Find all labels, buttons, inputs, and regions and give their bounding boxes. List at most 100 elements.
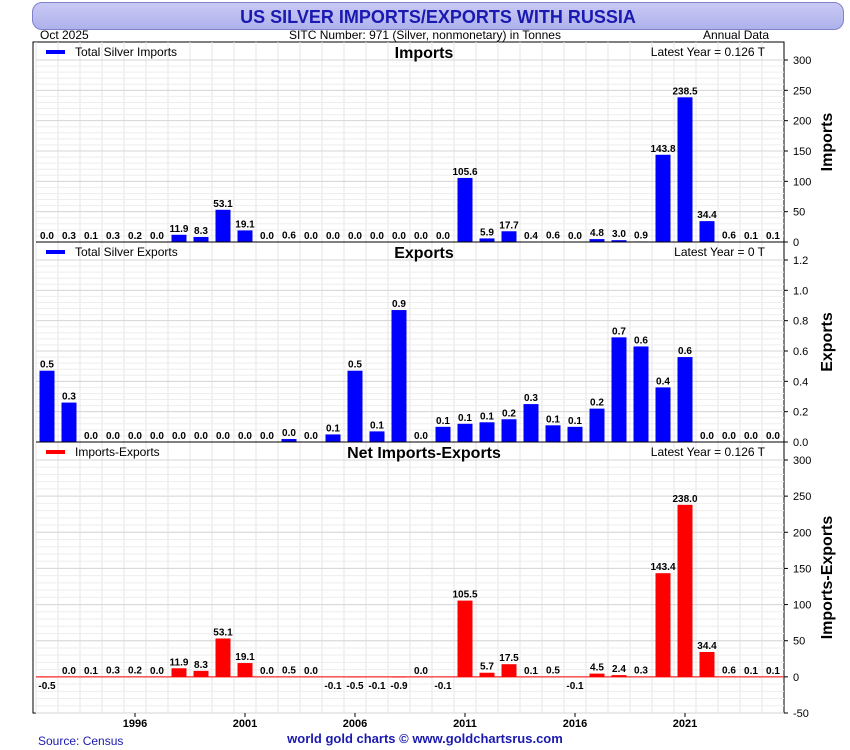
data-label-1994: 0.1 xyxy=(84,231,98,242)
header-annual-data: Annual Data xyxy=(703,28,770,42)
data-label-2025: 0.0 xyxy=(766,431,780,442)
y-tick-label: 100 xyxy=(793,600,811,612)
data-label-2003: 0.5 xyxy=(282,665,296,676)
bar-2000 xyxy=(215,209,231,242)
y-tick-label: 0.0 xyxy=(793,437,808,449)
data-label-2013: 17.5 xyxy=(499,653,519,664)
x-tick-label: 2011 xyxy=(453,718,477,730)
y-tick-label: 200 xyxy=(793,527,811,539)
data-label-2006: 0.5 xyxy=(348,360,362,371)
y-tick-label: 50 xyxy=(793,636,805,648)
bar-2017 xyxy=(589,673,605,677)
y-axis-label: Exports xyxy=(819,312,836,372)
y-tick-label: 200 xyxy=(793,116,811,128)
data-label-2004: 0.0 xyxy=(304,431,318,442)
data-label-2010: -0.1 xyxy=(434,681,452,692)
data-label-2000: 53.1 xyxy=(213,627,233,638)
legend-swatch xyxy=(46,450,65,454)
legend-label: Total Silver Exports xyxy=(75,245,178,259)
data-label-2021: 238.5 xyxy=(672,86,697,97)
bar-2011 xyxy=(457,423,473,442)
data-label-2022: 0.0 xyxy=(700,431,714,442)
bar-2006 xyxy=(347,370,363,442)
bar-2018 xyxy=(611,337,627,442)
bar-2022 xyxy=(699,221,715,242)
bar-2021 xyxy=(677,504,693,677)
header-date: Oct 2025 xyxy=(40,28,89,42)
data-label-2018: 3.0 xyxy=(612,229,626,240)
data-label-2015: 0.1 xyxy=(546,414,560,425)
y-tick-label: 0.4 xyxy=(793,376,808,388)
y-tick-label: 0.2 xyxy=(793,407,808,419)
y-tick-label: 100 xyxy=(793,176,811,188)
bar-2014 xyxy=(523,404,539,442)
data-label-1992: 0.5 xyxy=(40,360,54,371)
data-label-2010: 0.1 xyxy=(436,416,450,427)
data-label-1995: 0.3 xyxy=(106,666,120,677)
data-label-2010: 0.0 xyxy=(436,231,450,242)
data-label-2012: 5.7 xyxy=(480,662,494,673)
latest-year: Latest Year = 0.126 T xyxy=(651,445,766,459)
y-tick-label: 1.0 xyxy=(793,285,808,297)
y-tick-label: 150 xyxy=(793,563,811,575)
data-label-2006: -0.5 xyxy=(346,681,364,692)
bar-2013 xyxy=(501,664,517,677)
bar-2011 xyxy=(457,177,473,242)
data-label-2023: 0.6 xyxy=(722,231,736,242)
data-label-1999: 8.3 xyxy=(194,226,208,237)
bar-2012 xyxy=(479,672,495,677)
data-label-2020: 143.4 xyxy=(650,562,675,573)
data-label-1992: -0.5 xyxy=(38,681,56,692)
data-label-1999: 0.0 xyxy=(194,431,208,442)
data-label-2000: 0.0 xyxy=(216,431,230,442)
data-label-2014: 0.4 xyxy=(524,231,538,242)
data-label-2007: 0.1 xyxy=(370,420,384,431)
data-label-2016: 0.1 xyxy=(568,416,582,427)
data-label-2018: 0.7 xyxy=(612,326,626,337)
data-label-2007: 0.0 xyxy=(370,231,384,242)
data-label-2015: 0.6 xyxy=(546,231,560,242)
data-label-1996: 0.0 xyxy=(128,431,142,442)
header-sitc: SITC Number: 971 (Silver, nonmonetary) i… xyxy=(289,28,561,42)
data-label-2021: 0.6 xyxy=(678,346,692,357)
data-label-2005: 0.0 xyxy=(326,231,340,242)
data-label-2001: 19.1 xyxy=(235,652,255,663)
data-label-1997: 0.0 xyxy=(150,666,164,677)
bar-2001 xyxy=(237,230,253,242)
bar-2022 xyxy=(699,651,715,677)
data-label-2011: 105.5 xyxy=(452,590,477,601)
data-label-2025: 0.1 xyxy=(766,666,780,677)
bar-2001 xyxy=(237,663,253,677)
y-tick-label: 0 xyxy=(793,672,799,684)
data-label-2008: 0.9 xyxy=(392,299,406,310)
bar-2012 xyxy=(479,422,495,442)
data-label-2011: 105.6 xyxy=(452,167,477,178)
x-tick-label: 2016 xyxy=(563,718,587,730)
data-label-2016: 0.0 xyxy=(568,231,582,242)
y-tick-label: 0.6 xyxy=(793,346,808,358)
data-label-2022: 34.4 xyxy=(697,641,717,652)
data-label-2008: -0.9 xyxy=(390,681,408,692)
bar-2016 xyxy=(567,426,583,442)
data-label-1998: 11.9 xyxy=(170,224,189,235)
bar-2020 xyxy=(655,154,671,242)
data-label-2012: 5.9 xyxy=(480,227,494,238)
data-label-2024: 0.1 xyxy=(744,231,758,242)
title-bar: US SILVER IMPORTS/EXPORTS WITH RUSSIA xyxy=(32,2,844,30)
data-label-2012: 0.1 xyxy=(480,411,494,422)
bar-1999 xyxy=(193,236,209,242)
data-label-2015: 0.5 xyxy=(546,665,560,676)
bar-2011 xyxy=(457,600,473,677)
y-tick-label: 50 xyxy=(793,207,805,219)
data-label-1998: 0.0 xyxy=(172,431,186,442)
data-label-2020: 0.4 xyxy=(656,376,670,387)
bar-2021 xyxy=(677,357,693,442)
data-label-2000: 53.1 xyxy=(213,199,233,210)
data-label-2023: 0.6 xyxy=(722,665,736,676)
legend-label: Total Silver Imports xyxy=(75,45,177,59)
latest-year: Latest Year = 0.126 T xyxy=(651,45,766,59)
data-label-2001: 0.0 xyxy=(238,431,252,442)
legend-swatch xyxy=(46,250,65,254)
data-label-1997: 0.0 xyxy=(150,231,164,242)
